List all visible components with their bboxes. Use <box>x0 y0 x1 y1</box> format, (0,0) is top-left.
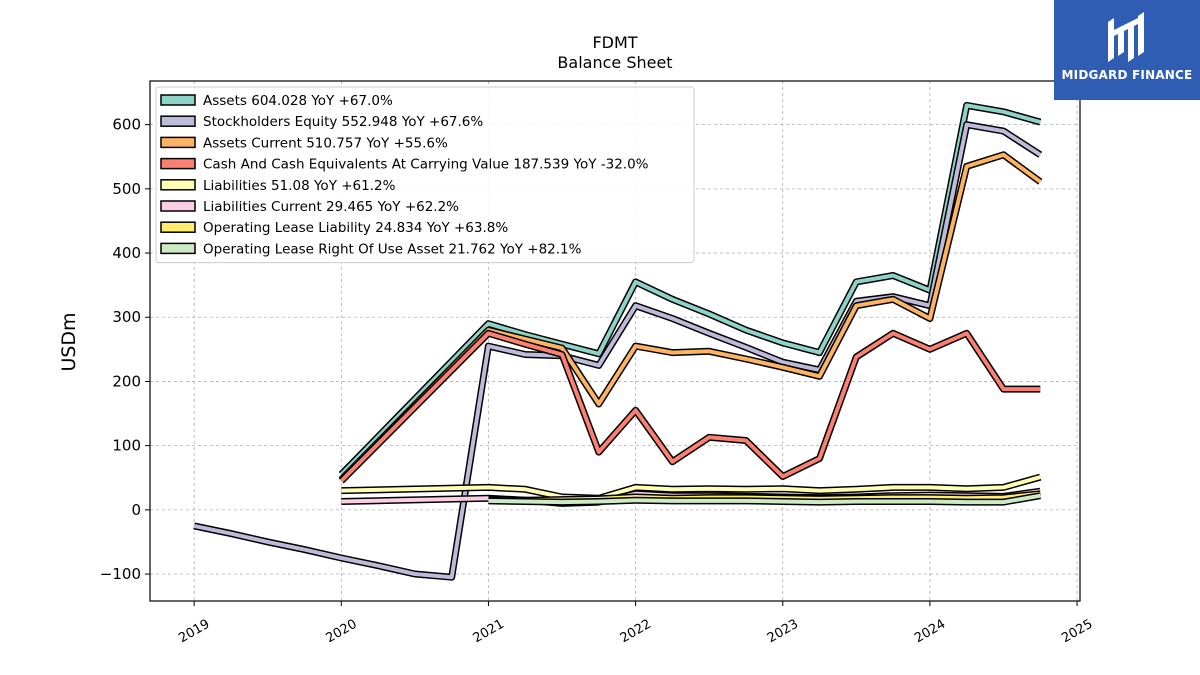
midgard-m-logo-icon <box>1108 12 1144 62</box>
x-tick-label: 2021 <box>471 617 507 647</box>
x-axis-ticks: 2019 2020 2021 2022 2023 2024 2025 <box>176 601 1095 646</box>
y-tick-label: 300 <box>112 308 141 326</box>
y-tick-label: 100 <box>112 437 141 455</box>
y-tick-label: 400 <box>112 244 141 262</box>
series-outline <box>338 329 1041 484</box>
series-group <box>338 329 1041 484</box>
y-tick-label: 200 <box>112 372 141 390</box>
legend-swatch <box>160 200 196 212</box>
legend-swatch <box>160 221 196 233</box>
legend-swatch <box>160 136 196 149</box>
x-tick-label: 2025 <box>1059 617 1095 647</box>
legend-label: Operating Lease Right Of Use Asset 21.76… <box>203 241 582 257</box>
midgard-finance-logo: MIDGARD FINANCE <box>1054 0 1200 100</box>
legend-swatch <box>160 115 196 127</box>
legend-label: Assets Current 510.757 YoY +55.6% <box>203 135 448 151</box>
y-tick-label: 0 <box>131 501 141 519</box>
series-line <box>488 493 1041 505</box>
x-tick-label: 2020 <box>323 617 359 647</box>
series-group <box>488 492 1041 506</box>
series-line <box>339 152 1042 482</box>
legend-label: Liabilities 51.08 YoY +61.2% <box>203 178 396 194</box>
series-group <box>193 121 1043 581</box>
legend-swatch <box>160 94 196 106</box>
series-line <box>193 122 1042 580</box>
y-axis-label: USDm <box>58 312 80 371</box>
series-line <box>341 475 1041 501</box>
legend-label: Stockholders Equity 552.948 YoY +67.6% <box>203 114 483 130</box>
x-tick-label: 2023 <box>765 617 801 647</box>
series-line <box>339 331 1041 483</box>
x-tick-label: 2022 <box>618 617 654 647</box>
chart-subtitle: Balance Sheet <box>557 53 672 72</box>
legend-swatch <box>160 179 196 191</box>
plot-frame <box>149 80 1081 602</box>
y-tick-label: 600 <box>112 116 141 134</box>
legend-label: Cash And Cash Equivalents At Carrying Va… <box>203 157 649 173</box>
legend: Assets 604.028 YoY +67.0% Stockholders Eq… <box>155 86 695 264</box>
legend-label: Operating Lease Liability 24.834 YoY +63… <box>203 220 508 236</box>
logo-text: MIDGARD FINANCE <box>1061 68 1193 82</box>
y-axis-ticks: −100 0 100 200 300 400 500 600 <box>100 116 150 583</box>
legend-label: Liabilities Current 29.465 YoY +62.2% <box>203 199 459 215</box>
series-layer <box>193 101 1043 581</box>
legend-swatch <box>160 242 196 255</box>
legend-swatch <box>160 157 196 170</box>
legend-box <box>155 86 695 264</box>
series-group <box>341 473 1042 502</box>
legend-label: Assets 604.028 YoY +67.0% <box>203 93 393 109</box>
y-tick-label: −100 <box>100 565 141 583</box>
x-tick-label: 2024 <box>912 617 948 647</box>
x-tick-label: 2019 <box>176 617 212 647</box>
y-tick-label: 500 <box>112 180 141 198</box>
chart-title: FDMT <box>592 33 637 52</box>
series-group <box>338 151 1043 483</box>
